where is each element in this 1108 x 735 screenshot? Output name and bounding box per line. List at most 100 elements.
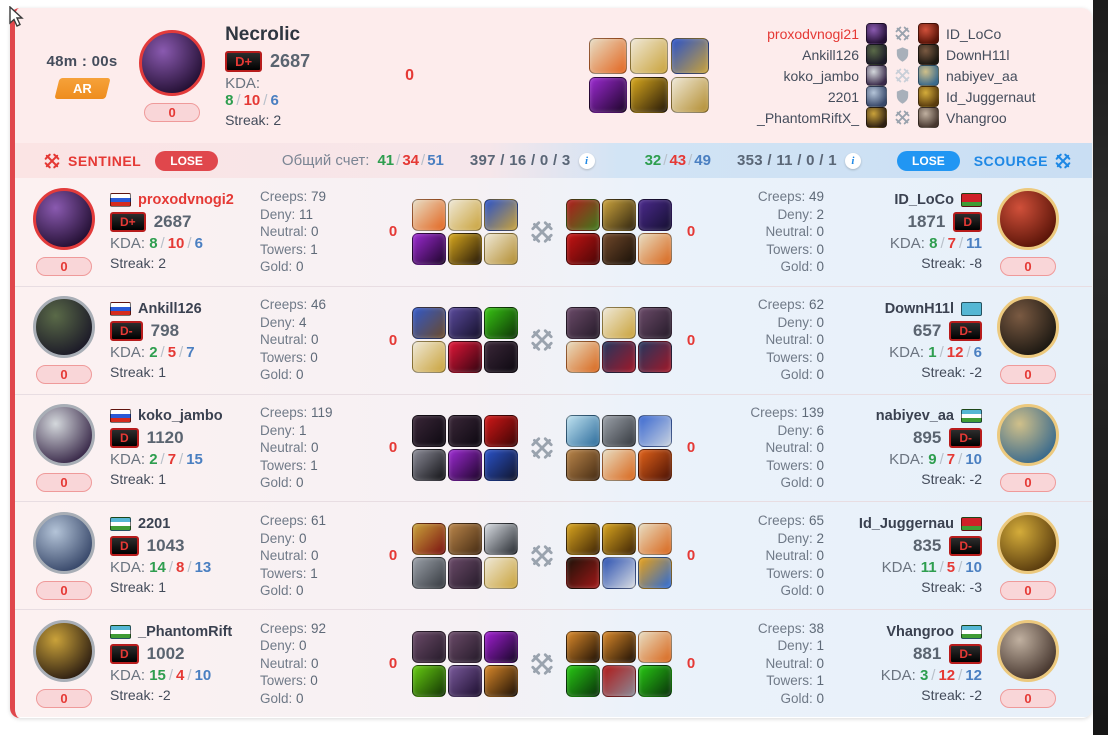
item-icon[interactable] — [448, 448, 482, 481]
matchup-right-avatar[interactable] — [918, 44, 939, 65]
item-icon[interactable] — [566, 307, 600, 340]
item-icon[interactable] — [602, 448, 636, 481]
item-icon[interactable] — [638, 630, 672, 663]
player-name[interactable]: _PhantomRift — [138, 624, 233, 641]
player-name[interactable]: DownH11l — [884, 300, 954, 317]
matchup-left-avatar[interactable] — [866, 86, 887, 107]
item-icon[interactable] — [602, 522, 636, 555]
player-name[interactable]: Ankill126 — [138, 300, 202, 317]
hero-avatar[interactable] — [33, 403, 95, 466]
item-icon[interactable] — [566, 414, 600, 447]
matchup-left-avatar[interactable] — [866, 107, 887, 128]
item-icon[interactable] — [484, 232, 518, 265]
item-icon[interactable] — [630, 38, 668, 74]
item-icon[interactable] — [638, 448, 672, 481]
item-icon[interactable] — [602, 341, 636, 374]
matchup-right-avatar[interactable] — [918, 23, 939, 44]
info-icon[interactable]: i — [578, 152, 595, 169]
hero-avatar[interactable] — [33, 619, 95, 682]
item-icon[interactable] — [602, 307, 636, 340]
item-icon[interactable] — [448, 232, 482, 265]
matchup-left-name[interactable]: Ankill126 — [802, 46, 859, 63]
item-icon[interactable] — [484, 448, 518, 481]
player-name[interactable]: ID_LoCo — [894, 192, 954, 209]
item-icon[interactable] — [448, 630, 482, 663]
team-name-sentinel[interactable]: SENTINEL — [68, 152, 142, 169]
matchup-right-name[interactable]: DownH11l — [946, 46, 1010, 63]
item-icon[interactable] — [412, 664, 446, 697]
item-icon[interactable] — [448, 198, 482, 231]
item-icon[interactable] — [484, 414, 518, 447]
matchup-right-name[interactable]: ID_LoCo — [946, 25, 1002, 42]
item-icon[interactable] — [671, 38, 709, 74]
item-icon[interactable] — [484, 341, 518, 374]
hero-avatar[interactable] — [33, 511, 95, 574]
item-icon[interactable] — [412, 448, 446, 481]
item-icon[interactable] — [638, 414, 672, 447]
matchup-left-avatar[interactable] — [866, 44, 887, 65]
item-icon[interactable] — [566, 664, 600, 697]
item-icon[interactable] — [448, 556, 482, 589]
item-icon[interactable] — [412, 556, 446, 589]
item-icon[interactable] — [589, 77, 627, 113]
team-name-scourge[interactable]: SCOURGE — [973, 152, 1048, 169]
player-name[interactable]: Necrolic — [225, 23, 301, 45]
matchup-right-name[interactable]: Id_Juggernaut — [946, 88, 1036, 105]
item-icon[interactable] — [566, 198, 600, 231]
item-icon[interactable] — [566, 232, 600, 265]
item-icon[interactable] — [602, 414, 636, 447]
item-icon[interactable] — [638, 307, 672, 340]
item-icon[interactable] — [484, 664, 518, 697]
item-icon[interactable] — [602, 198, 636, 231]
item-icon[interactable] — [412, 232, 446, 265]
item-icon[interactable] — [566, 341, 600, 374]
item-icon[interactable] — [484, 307, 518, 340]
item-icon[interactable] — [602, 664, 636, 697]
matchup-right-name[interactable]: Vhangroo — [946, 109, 1007, 126]
item-icon[interactable] — [602, 232, 636, 265]
matchup-left-name[interactable]: _PhantomRiftX_ — [757, 109, 859, 126]
item-icon[interactable] — [566, 522, 600, 555]
matchup-left-avatar[interactable] — [866, 65, 887, 86]
info-icon[interactable]: i — [844, 152, 861, 169]
item-icon[interactable] — [638, 198, 672, 231]
matchup-left-name[interactable]: proxodvnogi21 — [767, 25, 859, 42]
hero-avatar[interactable] — [997, 187, 1059, 250]
item-icon[interactable] — [448, 664, 482, 697]
item-icon[interactable] — [412, 522, 446, 555]
item-icon[interactable] — [412, 341, 446, 374]
player-name[interactable]: Vhangroo — [886, 624, 954, 641]
matchup-left-name[interactable]: 2201 — [827, 88, 859, 105]
hero-avatar[interactable] — [33, 187, 95, 250]
item-icon[interactable] — [638, 664, 672, 697]
item-icon[interactable] — [602, 556, 636, 589]
item-icon[interactable] — [630, 77, 668, 113]
player-name[interactable]: koko_jambo — [138, 408, 223, 425]
item-icon[interactable] — [484, 522, 518, 555]
item-icon[interactable] — [412, 630, 446, 663]
player-name[interactable]: 2201 — [138, 516, 171, 533]
item-icon[interactable] — [638, 556, 672, 589]
matchup-left-avatar[interactable] — [866, 23, 887, 44]
item-icon[interactable] — [412, 414, 446, 447]
item-icon[interactable] — [566, 448, 600, 481]
item-icon[interactable] — [448, 522, 482, 555]
item-icon[interactable] — [671, 77, 709, 113]
item-icon[interactable] — [484, 556, 518, 589]
item-icon[interactable] — [638, 341, 672, 374]
hero-avatar[interactable] — [33, 296, 95, 359]
hero-avatar[interactable] — [997, 511, 1059, 574]
hero-avatar[interactable] — [997, 619, 1059, 682]
hero-avatar[interactable] — [997, 403, 1059, 466]
item-icon[interactable] — [412, 307, 446, 340]
item-icon[interactable] — [448, 341, 482, 374]
item-icon[interactable] — [638, 232, 672, 265]
item-icon[interactable] — [566, 630, 600, 663]
player-name[interactable]: Id_Juggernau — [858, 516, 954, 533]
matchup-right-avatar[interactable] — [918, 107, 939, 128]
item-icon[interactable] — [484, 198, 518, 231]
player-name[interactable]: proxodvnogi2 — [138, 192, 234, 209]
player-name[interactable]: nabiyev_aa — [875, 408, 954, 425]
item-icon[interactable] — [638, 522, 672, 555]
item-icon[interactable] — [484, 630, 518, 663]
